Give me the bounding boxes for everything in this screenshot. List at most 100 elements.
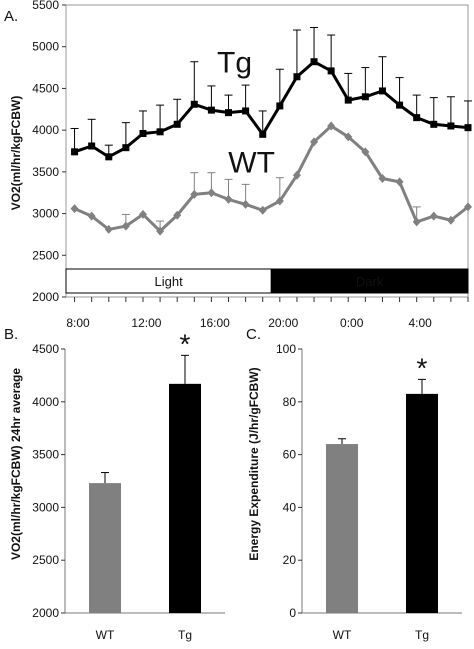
data-point-wt [310,137,319,147]
data-point-tg [156,128,164,136]
panel-a-y-tick-label: 5000 [32,40,59,54]
data-point-tg [361,93,369,101]
phase-label-dark: Dark [356,274,384,289]
data-point-wt [412,217,421,227]
data-point-wt [121,221,130,231]
data-point-tg [447,122,455,130]
panel-c-category-label-wt: WT [333,628,352,642]
panel-a-letter: A. [4,8,18,25]
data-point-tg [88,142,96,150]
panel-a-x-tick-label: 0:00 [340,316,364,330]
data-point-wt [275,196,284,206]
phase-band-dark [270,268,469,294]
data-point-wt [464,202,472,212]
panel-c-significance-marker: * [417,352,428,383]
panel-b-category-label-wt: WT [96,628,115,642]
panel-b-significance-marker: * [180,328,191,359]
data-point-tg [464,124,472,132]
panel-b-y-tick-label: 4000 [32,395,59,409]
data-point-tg [276,102,284,110]
panel-a-y-tick-label: 3000 [32,207,59,221]
data-point-wt [446,215,455,225]
data-point-tg [207,106,215,114]
data-point-tg [344,96,352,104]
data-point-wt [207,188,216,198]
panel-a-y-axis-label: VO2(ml/hr/kgFCBW) [9,96,23,211]
data-point-tg [430,120,438,128]
data-point-wt [70,204,79,214]
panel-b-y-tick-label: 2500 [32,553,59,567]
panel-a-y-tick-label: 3500 [32,165,59,179]
panel-c-bar-tg [406,393,438,613]
panel-b-bar-tg [169,383,201,613]
phase-band-light [65,268,272,294]
data-point-wt [429,211,438,221]
series-line-tg [74,60,469,159]
series-label-tg: Tg [217,47,252,80]
data-point-wt [395,177,404,187]
panel-a-x-tick-label: 12:00 [131,316,161,330]
panel-c-category-label-tg: Tg [415,628,429,642]
series-wt: WT [70,121,472,236]
panel-b-y-tick-label: 2000 [32,606,59,620]
data-point-wt [190,189,199,199]
data-point-wt [224,194,233,204]
panel-b-category-label-tg: Tg [178,628,192,642]
panel-c-bar-wt [326,444,358,613]
panel-c-y-tick-label: 20 [283,553,297,567]
data-point-tg [413,114,421,122]
data-point-wt [241,199,250,209]
data-point-tg [105,153,113,161]
panel-c-y-tick-label: 60 [283,448,297,462]
panel-c-y-tick-label: 100 [276,342,296,356]
data-point-tg [327,67,335,75]
data-point-wt [327,121,336,131]
panel-b-y-tick-label: 3000 [32,500,59,514]
data-point-tg [122,144,130,152]
data-point-wt [87,211,96,221]
panel-c-y-tick-label: 80 [283,395,297,409]
data-point-tg [190,100,198,108]
data-point-wt [156,226,165,236]
panel-b-letter: B. [4,326,18,343]
panel-c-chart: C. Energy Expenditure (J/hr/gFCBW) 0 20 40… [246,326,462,642]
data-point-tg [173,120,181,128]
panel-a-y-tick-label: 2000 [32,290,59,304]
series-label-wt: WT [228,146,275,179]
panel-a-plot-frame [65,4,469,298]
data-point-tg [259,130,267,138]
data-point-tg [293,73,301,81]
data-point-wt [344,132,353,142]
panel-a-x-tick-label: 4:00 [408,316,432,330]
panel-b-bar-wt [89,483,121,613]
panel-a-y-tick-label: 4000 [32,123,59,137]
panel-b-y-axis-label: VO2(ml/hr/kgFCBW) 24hr average [9,368,23,560]
data-point-wt [104,224,113,234]
data-point-wt [361,147,370,157]
panel-c-y-axis-label: Energy Expenditure (J/hr/gFCBW) [247,367,261,560]
data-point-tg [139,129,147,137]
data-point-tg [71,148,79,156]
data-point-tg [225,109,233,117]
panel-a-y-tick-label: 2500 [32,248,59,262]
panel-a-x-tick-label: 16:00 [200,316,230,330]
panel-a-x-tick-label: 8:00 [66,316,90,330]
panel-a-y-tick-label: 4500 [32,81,59,95]
panel-a-chart: A. VO2(ml/hr/kgFCBW) Light Dark Tg WT 2000… [4,0,472,330]
panel-b-y-tick-label: 4500 [32,342,59,356]
data-point-wt [258,205,267,215]
data-point-wt [378,174,387,184]
panel-c-y-tick-label: 0 [289,606,296,620]
data-point-wt [292,170,301,180]
panel-b-y-tick-label: 3500 [32,448,59,462]
panel-a-y-tick-label: 5500 [32,0,59,12]
panel-a-x-tick-label: 20:00 [268,316,298,330]
phase-label-light: Light [155,274,184,289]
data-point-wt [173,210,182,220]
series-line-wt [73,124,469,233]
data-point-tg [378,87,386,95]
data-point-tg [242,107,250,115]
data-point-wt [138,209,147,219]
series-tg: Tg [70,27,472,161]
